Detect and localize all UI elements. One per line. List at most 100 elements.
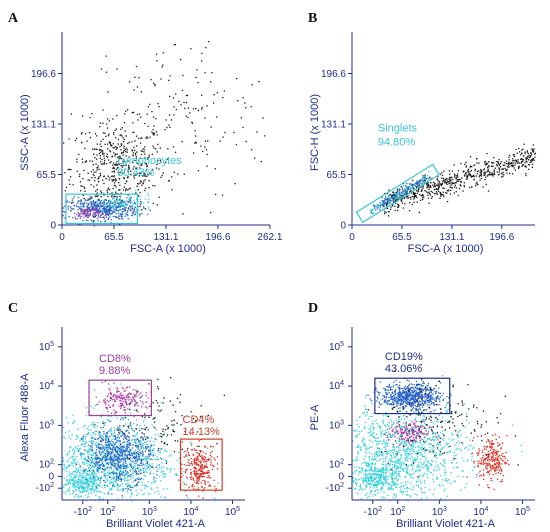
data-point: [121, 158, 123, 160]
data-point: [108, 443, 110, 445]
data-point: [134, 213, 136, 216]
data-point: [112, 477, 114, 479]
data-point: [508, 154, 511, 157]
data-point: [84, 200, 87, 202]
data-point: [71, 434, 73, 436]
data-point: [196, 482, 198, 484]
data-point: [115, 396, 117, 398]
data-point: [115, 472, 117, 474]
data-point: [81, 141, 83, 144]
data-point: [406, 191, 408, 193]
data-point: [417, 188, 420, 190]
data-point: [126, 435, 128, 437]
data-point: [122, 442, 124, 444]
data-point: [133, 444, 135, 446]
data-point: [379, 430, 381, 432]
data-point: [153, 134, 155, 136]
data-point: [88, 198, 90, 200]
data-point: [89, 481, 91, 483]
data-point: [213, 465, 215, 468]
data-point: [86, 205, 88, 207]
data-point: [80, 215, 82, 217]
data-point: [97, 421, 99, 424]
data-point: [124, 467, 127, 470]
data-point: [111, 448, 113, 451]
data-point: [169, 400, 171, 402]
data-point: [130, 205, 133, 207]
data-point: [193, 488, 195, 490]
x-tick-label-a: 131.1: [153, 232, 178, 243]
data-point: [171, 420, 173, 422]
data-point: [169, 468, 172, 470]
data-point: [76, 435, 78, 438]
data-point: [114, 459, 116, 462]
data-point: [121, 450, 123, 452]
data-point: [115, 463, 117, 465]
data-point: [104, 464, 106, 466]
data-point: [130, 465, 132, 468]
data-point: [170, 119, 173, 121]
data-point: [113, 448, 116, 450]
data-point: [185, 455, 187, 457]
data-point: [150, 466, 152, 468]
data-point: [91, 478, 93, 481]
data-point: [439, 485, 441, 487]
data-point: [157, 490, 159, 492]
data-point: [96, 211, 98, 213]
data-point: [442, 180, 444, 182]
data-point: [95, 451, 97, 454]
data-point: [98, 176, 100, 178]
data-point: [529, 161, 531, 164]
data-point: [108, 189, 111, 191]
data-point: [432, 437, 434, 439]
data-point: [421, 428, 423, 430]
data-point: [122, 200, 124, 202]
data-point: [404, 185, 407, 188]
data-point: [145, 462, 147, 464]
data-point: [96, 487, 98, 489]
data-point: [130, 209, 132, 212]
data-point: [116, 199, 118, 201]
data-point: [146, 165, 148, 168]
data-point: [99, 436, 102, 438]
data-point: [393, 449, 395, 452]
data-point: [103, 200, 106, 202]
data-point: [147, 493, 149, 495]
data-point: [202, 497, 204, 499]
data-point: [116, 475, 118, 477]
data-point: [80, 209, 83, 211]
data-point: [97, 443, 100, 445]
data-point: [86, 433, 88, 435]
data-point: [123, 138, 125, 141]
data-point: [108, 159, 110, 161]
data-point: [96, 482, 98, 485]
data-point: [379, 204, 381, 207]
data-point: [83, 477, 85, 479]
data-point: [392, 472, 394, 474]
data-point: [107, 475, 109, 477]
data-point: [136, 445, 138, 447]
data-point: [74, 474, 76, 476]
data-point: [142, 182, 145, 184]
data-point: [159, 147, 161, 149]
data-point: [397, 191, 399, 193]
data-point: [439, 192, 442, 194]
data-point: [93, 225, 95, 227]
data-point: [121, 454, 123, 456]
data-point: [79, 453, 81, 455]
data-point: [481, 170, 483, 173]
data-point: [453, 451, 456, 453]
data-point: [153, 482, 155, 484]
data-point: [116, 489, 119, 491]
data-point: [102, 461, 104, 463]
data-point: [78, 449, 80, 451]
data-point: [93, 201, 95, 203]
data-point: [400, 195, 402, 198]
data-point: [414, 192, 416, 194]
data-point: [72, 478, 74, 481]
data-point: [209, 454, 211, 457]
data-point: [91, 461, 93, 463]
data-point: [371, 211, 373, 213]
data-point: [124, 206, 126, 209]
data-point: [206, 471, 208, 473]
